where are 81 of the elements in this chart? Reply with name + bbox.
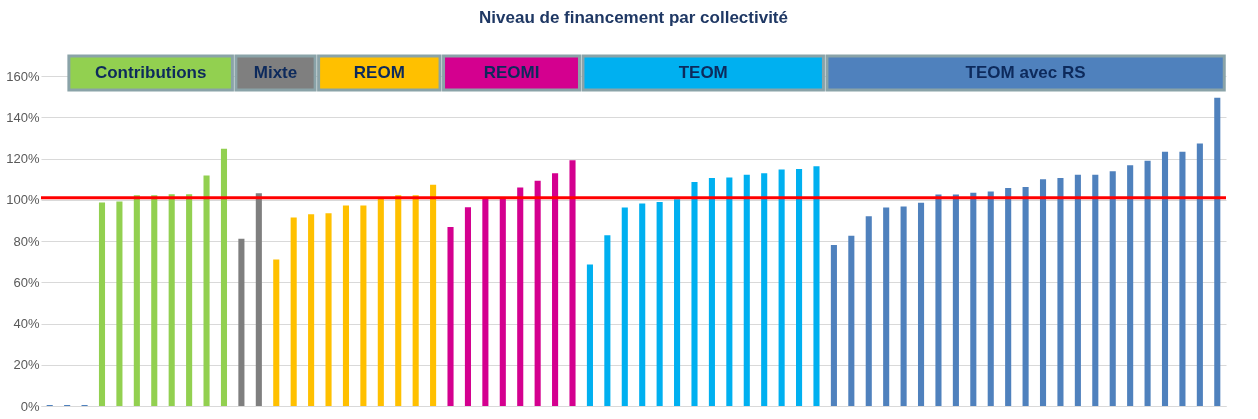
bar	[848, 235, 855, 406]
bar	[917, 202, 925, 406]
bar	[639, 203, 646, 406]
bar	[186, 194, 193, 406]
bar	[290, 217, 297, 406]
bar	[1179, 151, 1186, 406]
bar	[604, 235, 611, 406]
bar	[325, 213, 332, 406]
y-tick-label: 140%	[6, 109, 40, 125]
bar	[1196, 143, 1203, 406]
bar	[1074, 174, 1081, 406]
bar	[778, 169, 785, 406]
bar	[98, 202, 106, 406]
bar	[1127, 165, 1134, 406]
bar	[1161, 151, 1169, 406]
bar	[482, 198, 489, 406]
bar	[360, 205, 367, 406]
bar	[761, 173, 768, 406]
bar	[499, 198, 506, 406]
bar	[586, 264, 593, 406]
bar	[517, 187, 524, 406]
bar	[656, 202, 663, 406]
bar	[412, 195, 419, 406]
bar	[726, 177, 733, 406]
bar	[464, 207, 471, 406]
bar	[691, 182, 698, 406]
y-tick-label: 100%	[6, 192, 40, 208]
bar	[883, 207, 890, 406]
text: Mixte	[253, 63, 298, 82]
bar	[203, 175, 210, 406]
bar	[447, 226, 454, 406]
bar	[1109, 171, 1116, 406]
text: REOM	[353, 63, 405, 82]
bar	[377, 198, 384, 406]
bar	[116, 201, 123, 406]
bar	[830, 244, 837, 406]
bar	[1214, 97, 1221, 406]
bar	[621, 207, 628, 406]
bar	[220, 148, 228, 406]
bar	[238, 238, 245, 406]
chart-title: Niveau de financement par collectivité	[479, 7, 788, 27]
bar	[1005, 187, 1012, 406]
bar	[569, 160, 576, 406]
bar	[308, 214, 315, 406]
bar	[952, 194, 959, 406]
bar	[708, 177, 715, 406]
text: TEOM	[678, 63, 728, 82]
bar	[1092, 174, 1099, 406]
y-tick-label: 20%	[13, 357, 40, 373]
bar	[900, 206, 907, 406]
y-tick-label: 120%	[6, 151, 40, 166]
bar	[1039, 179, 1047, 406]
bar	[970, 192, 977, 406]
bar	[273, 259, 280, 406]
bar	[796, 169, 803, 406]
bar	[935, 194, 942, 406]
bar	[743, 174, 750, 406]
bar	[151, 195, 158, 406]
bar	[552, 173, 559, 406]
bar	[133, 195, 140, 406]
bar	[674, 199, 681, 406]
bar	[813, 166, 820, 406]
y-tick-label: 160%	[6, 68, 40, 84]
y-tick-label: 80%	[13, 233, 40, 249]
y-tick-label: 60%	[13, 274, 40, 290]
text: Contributions	[94, 63, 207, 82]
bar	[395, 195, 402, 406]
bar	[1022, 186, 1029, 406]
bar	[987, 191, 994, 406]
text: REOMI	[483, 63, 540, 82]
bar	[534, 180, 541, 406]
y-tick-label: 40%	[13, 316, 40, 331]
bar	[865, 216, 872, 406]
text: TEOM avec RS	[965, 63, 1086, 82]
bar	[1057, 178, 1064, 406]
bar	[255, 193, 262, 406]
bar	[1144, 160, 1151, 406]
bar	[168, 194, 175, 406]
bar	[342, 205, 350, 406]
bar	[430, 184, 437, 406]
y-tick-label: 0%	[20, 398, 40, 414]
